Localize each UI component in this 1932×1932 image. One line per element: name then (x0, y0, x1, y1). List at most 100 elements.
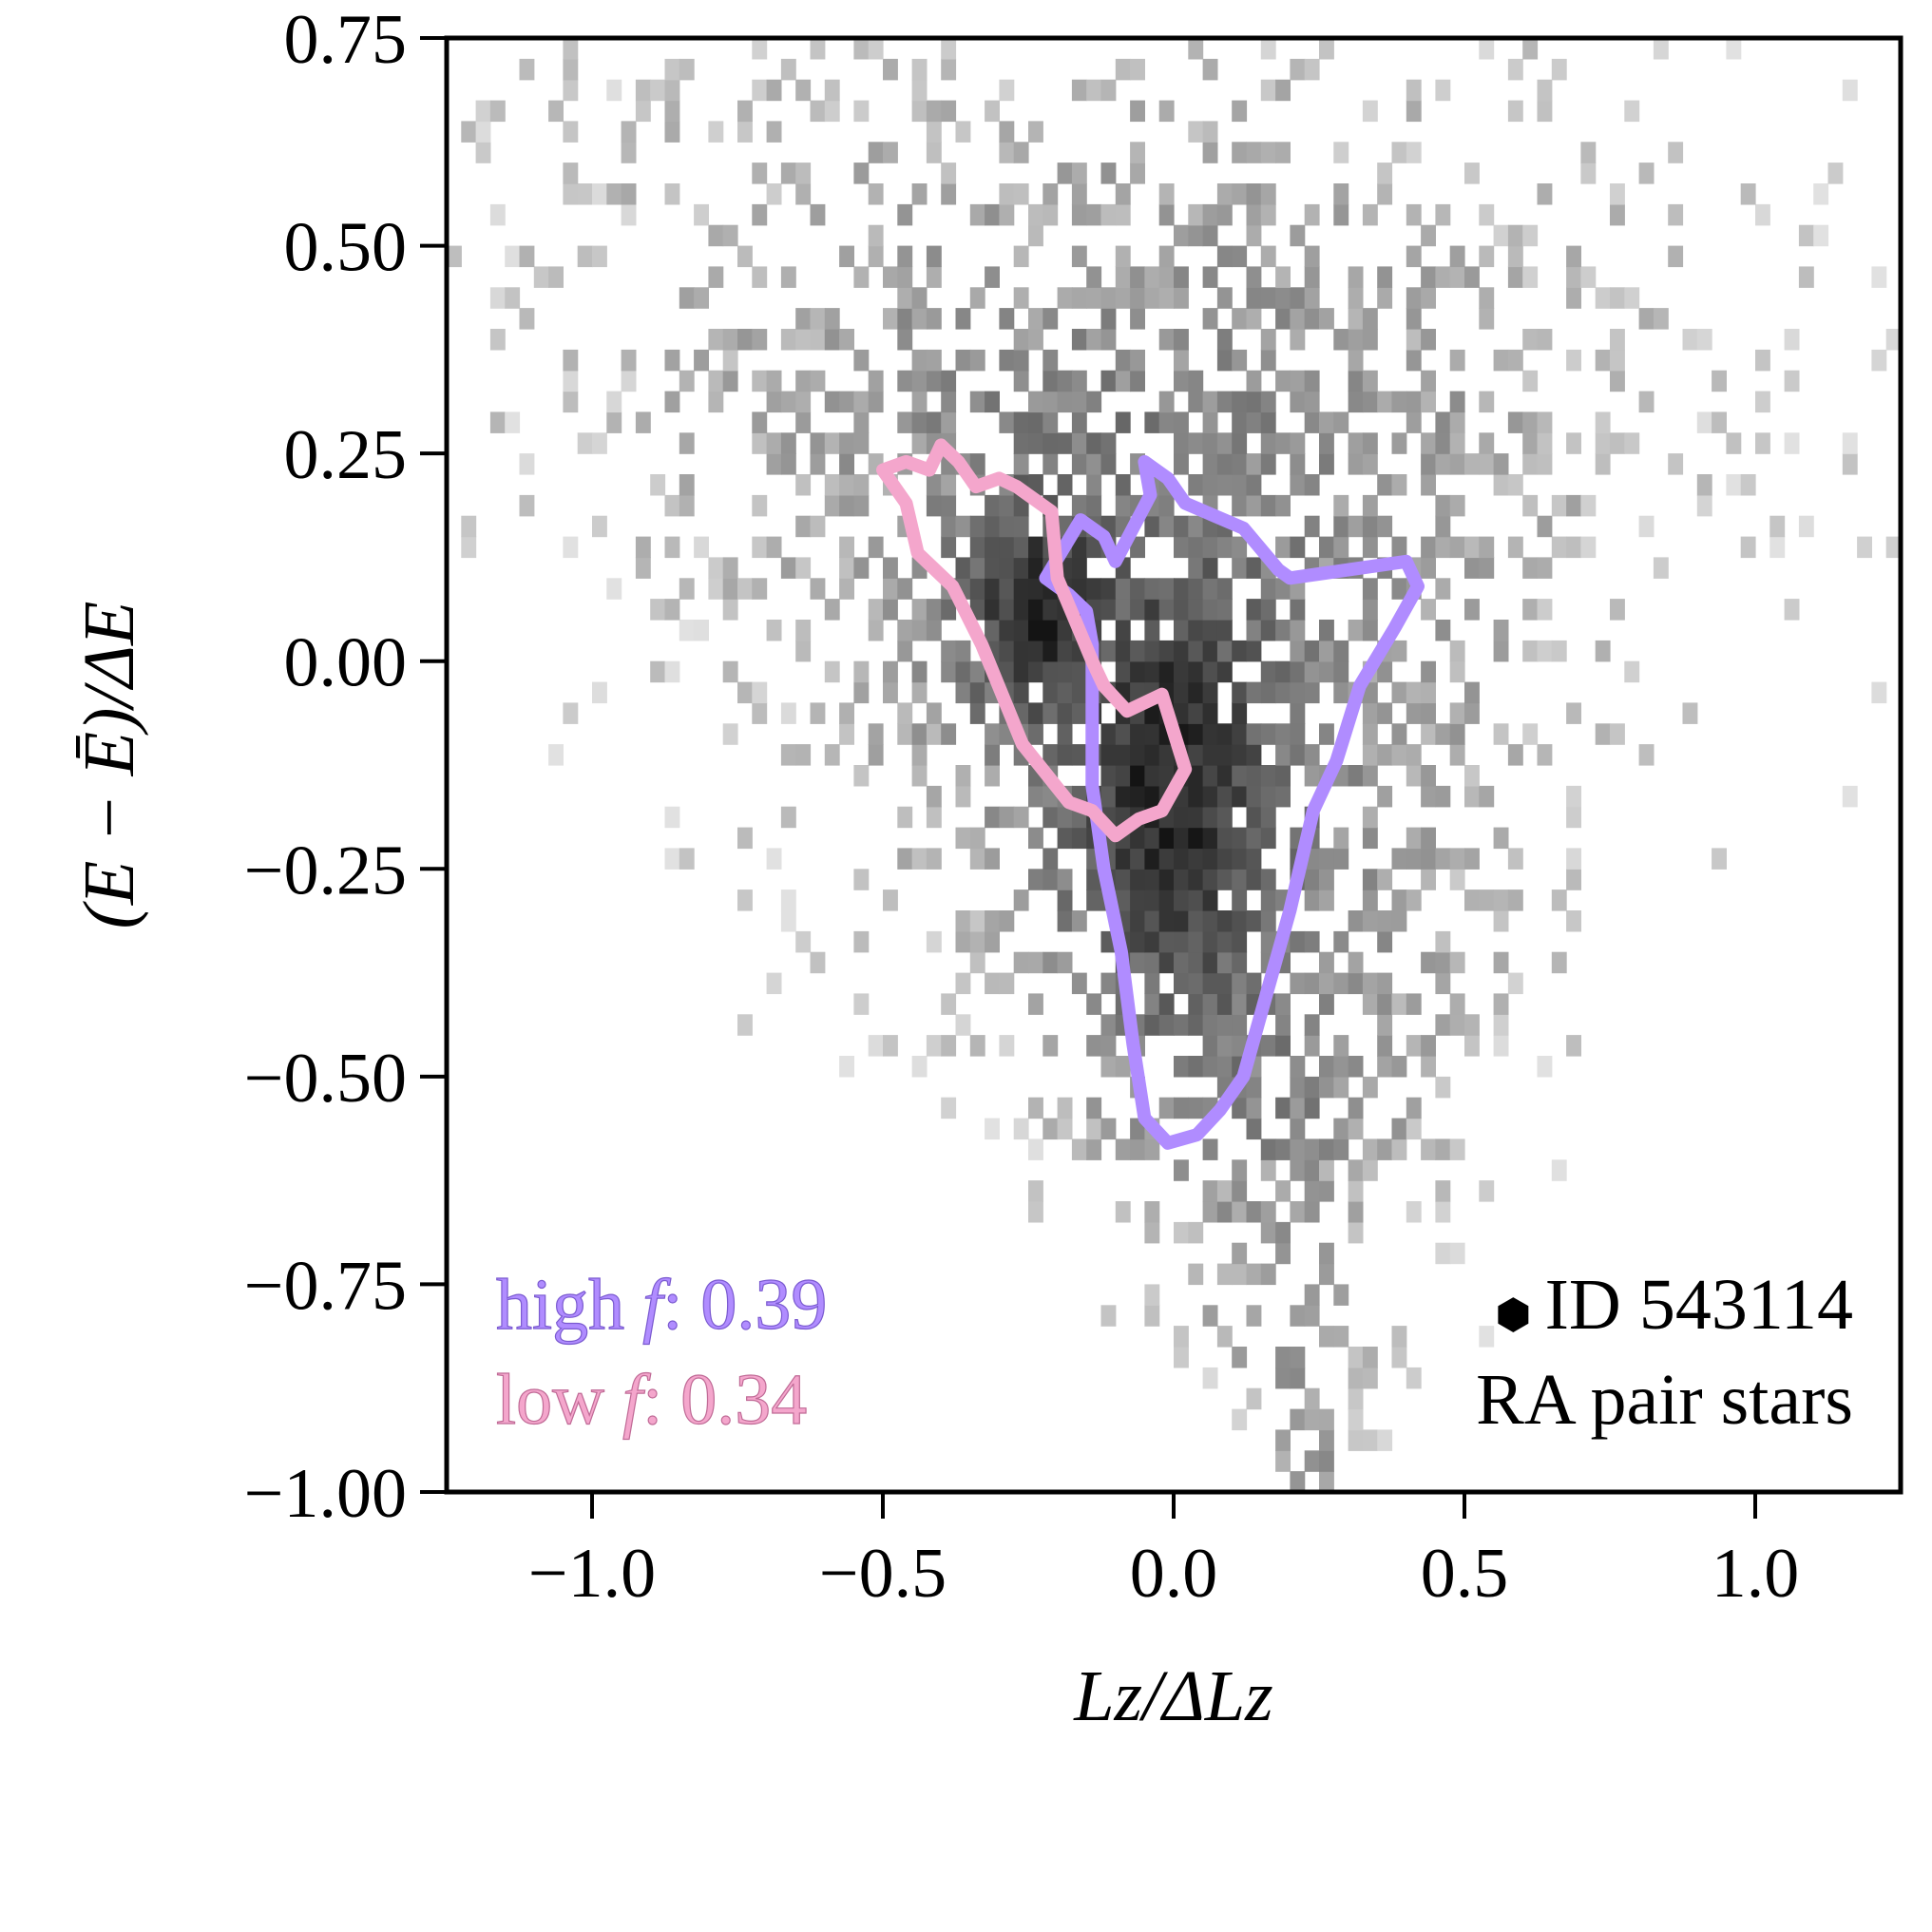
histogram-bin (1275, 370, 1291, 392)
histogram-bin (1304, 640, 1320, 662)
histogram-bin (1362, 765, 1378, 787)
histogram-bin (1246, 557, 1262, 579)
histogram-bin (1362, 536, 1378, 559)
histogram-bin (1130, 349, 1145, 372)
histogram-bin (1216, 1056, 1233, 1078)
histogram-bin (941, 411, 957, 433)
histogram-bin (1232, 972, 1248, 995)
histogram-bin (1696, 494, 1712, 517)
histogram-bin (1043, 411, 1059, 433)
histogram-bin (1174, 349, 1189, 372)
histogram-bin (1216, 391, 1233, 413)
histogram-bin (1435, 1076, 1451, 1099)
histogram-bin (1202, 620, 1218, 641)
histogram-bin (868, 599, 884, 621)
histogram-bin (1043, 432, 1059, 454)
histogram-bin (1421, 391, 1436, 413)
histogram-bin (1260, 183, 1276, 205)
histogram-bin (1304, 889, 1320, 911)
histogram-bin (1202, 640, 1218, 662)
histogram-bin (1188, 432, 1204, 454)
histogram-bin (1391, 536, 1407, 559)
histogram-bin (1115, 599, 1131, 621)
histogram-bin (1246, 308, 1262, 330)
histogram-bin (1100, 640, 1117, 662)
histogram-bin (1115, 869, 1131, 890)
histogram-bin (1158, 640, 1175, 662)
histogram-bin (1406, 1035, 1422, 1057)
histogram-bin (883, 681, 898, 704)
histogram-bin (606, 391, 622, 413)
histogram-bin (941, 38, 957, 60)
histogram-bin (911, 308, 928, 330)
histogram-bin (839, 702, 854, 724)
histogram-bin (1130, 536, 1145, 559)
histogram-bin (1158, 411, 1175, 433)
histogram-bin (1304, 1035, 1320, 1057)
histogram-bin (1260, 329, 1276, 351)
histogram-bin (1013, 640, 1029, 662)
histogram-bin (475, 121, 491, 143)
histogram-bin (985, 578, 1000, 600)
histogram-bin (1595, 453, 1611, 475)
histogram-bin (1610, 183, 1625, 205)
histogram-bin (1391, 993, 1407, 1015)
histogram-bin (1202, 993, 1218, 1015)
histogram-bin (1115, 1138, 1131, 1160)
histogram-bin (1174, 453, 1189, 475)
histogram-bin (1319, 848, 1334, 870)
histogram-bin (795, 620, 812, 641)
histogram-bin (853, 930, 870, 953)
histogram-bin (1188, 993, 1204, 1015)
histogram-bin (1057, 910, 1073, 932)
histogram-bin (1275, 1097, 1291, 1119)
histogram-bin (1551, 494, 1567, 517)
histogram-bin (489, 287, 506, 309)
histogram-bin (752, 38, 768, 60)
histogram-bin (955, 640, 971, 662)
histogram-bin (1232, 474, 1248, 496)
histogram-bin (883, 557, 898, 579)
histogram-bin (1202, 910, 1218, 932)
histogram-bin (1057, 827, 1073, 850)
histogram-bin (1158, 930, 1175, 953)
histogram-bin (1202, 1138, 1218, 1160)
histogram-bin (1232, 869, 1248, 890)
histogram-bin (1246, 370, 1262, 392)
histogram-bin (795, 163, 812, 184)
histogram-bin (883, 660, 898, 683)
histogram-bin (1493, 1035, 1509, 1057)
histogram-bin (1319, 723, 1334, 745)
histogram-bin (1202, 660, 1218, 683)
histogram-bin (897, 806, 913, 829)
histogram-bin (941, 494, 957, 517)
histogram-bin (1013, 806, 1029, 829)
histogram-bin (1362, 869, 1378, 890)
histogram-bin (1493, 474, 1509, 496)
histogram-bin (868, 183, 884, 205)
histogram-bin (883, 58, 898, 81)
histogram-bin (1057, 391, 1073, 413)
histogram-bin (795, 308, 812, 330)
x-axis-ticks: −1.0 −0.5 0.0 0.5 1.0 (528, 1492, 1799, 1613)
histogram-bin (1464, 889, 1480, 911)
histogram-bin (1130, 58, 1145, 81)
histogram-bin (1362, 723, 1378, 745)
histogram-bin (1406, 100, 1422, 123)
histogram-bin (969, 951, 985, 974)
histogram-bin (1406, 889, 1422, 911)
histogram-bin (1057, 869, 1073, 890)
histogram-bin (839, 432, 854, 454)
histogram-bin (752, 163, 768, 184)
histogram-bin (1464, 599, 1480, 621)
histogram-bin (1319, 1076, 1334, 1099)
histogram-bin (1769, 536, 1786, 559)
legend-low-f-value: : 0.34 (642, 1360, 807, 1440)
histogram-bin (824, 308, 840, 330)
histogram-bin (1493, 993, 1509, 1015)
histogram-bin (1232, 1242, 1248, 1265)
histogram-bin (1174, 1347, 1189, 1368)
histogram-bin (1348, 765, 1364, 787)
histogram-bin (1740, 536, 1756, 559)
histogram-bin (1174, 1097, 1189, 1119)
